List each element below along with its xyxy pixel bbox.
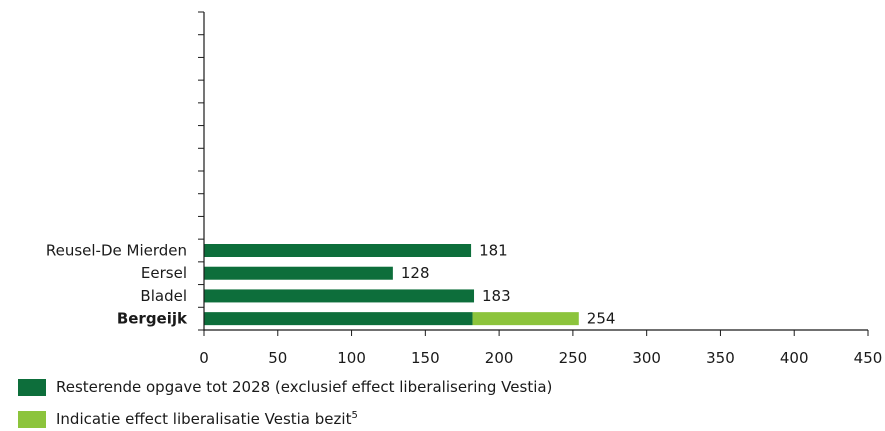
legend-swatch-light-green: [18, 410, 46, 428]
bar-resterende: [204, 289, 475, 303]
footnote-marker: 5: [351, 410, 358, 421]
total-label: 254: [587, 310, 616, 328]
x-tick-label: 350: [706, 349, 735, 367]
x-tick-label: 0: [199, 349, 209, 367]
x-tick-labels: 0 50 100 150 200 250 300 350 400 450: [199, 349, 882, 367]
category-label: Bladel: [140, 287, 187, 305]
total-label: 128: [401, 264, 430, 282]
bar-indicatie: [472, 312, 579, 326]
legend-label-resterende: Resterende opgave tot 2028 (exclusief ef…: [56, 378, 553, 396]
bar-resterende: [204, 266, 393, 280]
bar-resterende: [204, 312, 473, 326]
legend-swatch-dark-green: [18, 378, 46, 396]
legend-label-indicatie: Indicatie effect liberalisatie Vestia be…: [56, 410, 358, 428]
category-labels: Reusel-De Mierden Eersel Bladel Bergeijk: [46, 242, 188, 328]
category-label: Bergeijk: [117, 310, 188, 328]
total-label: 181: [479, 242, 508, 260]
legend-item-resterende: Resterende opgave tot 2028 (exclusief ef…: [18, 378, 552, 396]
x-tick-label: 50: [268, 349, 287, 367]
x-tick-label: 200: [485, 349, 514, 367]
x-tick-label: 300: [632, 349, 661, 367]
x-tick-label: 450: [854, 349, 883, 367]
category-label: Eersel: [141, 264, 187, 282]
x-tick-label: 100: [337, 349, 366, 367]
total-label: 183: [482, 287, 511, 305]
category-label: Reusel-De Mierden: [46, 242, 187, 260]
total-labels: 181 128 183 254: [401, 242, 616, 328]
x-ticks: [203, 330, 869, 336]
x-tick-label: 150: [411, 349, 440, 367]
bar-resterende: [204, 244, 472, 257]
x-tick-label: 250: [559, 349, 588, 367]
y-ticks: [198, 11, 204, 331]
bars-layer: [204, 244, 579, 326]
legend-item-indicatie: Indicatie effect liberalisatie Vestia be…: [18, 410, 358, 428]
x-tick-label: 400: [780, 349, 809, 367]
